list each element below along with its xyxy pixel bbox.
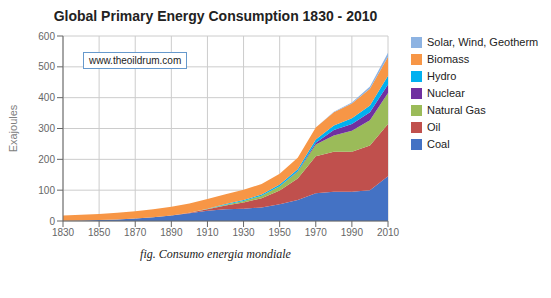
svg-text:1870: 1870 (124, 227, 147, 238)
svg-text:2010: 2010 (377, 227, 400, 238)
html-text:Oil: Oil (427, 121, 441, 133)
html-text:Natural Gas: Natural Gas (427, 104, 486, 116)
svg-text:1950: 1950 (269, 227, 292, 238)
html-text:www.theoildrum.com: www.theoildrum.com (89, 55, 182, 66)
svg-text:1990: 1990 (341, 227, 364, 238)
svg-text:200: 200 (38, 154, 55, 165)
svg-text:500: 500 (38, 61, 55, 72)
svg-text:1830: 1830 (52, 227, 75, 238)
svg-text:300: 300 (38, 123, 55, 134)
svg-text:1930: 1930 (232, 227, 255, 238)
svg-text:1910: 1910 (196, 227, 219, 238)
svg-text:Exajoules: Exajoules (8, 104, 19, 152)
html-text:Coal: Coal (427, 138, 450, 150)
html-text:fig. Consumo energia mondiale: fig. Consumo energia mondiale (140, 247, 291, 261)
html-text:Nuclear: Nuclear (427, 87, 465, 99)
html-text:Solar, Wind, Geotherm: Solar, Wind, Geotherm (427, 36, 539, 48)
html-text:Biomass: Biomass (427, 53, 470, 65)
svg-text:400: 400 (38, 92, 55, 103)
svg-text:1970: 1970 (305, 227, 328, 238)
svg-text:600: 600 (38, 31, 55, 42)
html-text:Hydro: Hydro (427, 70, 457, 82)
svg-text:0: 0 (49, 216, 55, 227)
html-text:Global Primary Energy Consumpt: Global Primary Energy Consumption 1830 -… (53, 8, 378, 24)
svg-text:100: 100 (38, 185, 55, 196)
svg-text:1890: 1890 (160, 227, 183, 238)
svg-text:1850: 1850 (88, 227, 111, 238)
